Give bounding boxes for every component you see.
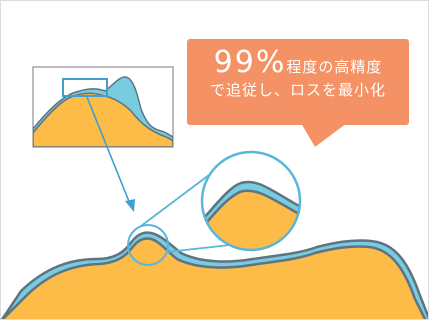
callout-text: 99%程度の高精度 で追従し、ロスを最小化 [193, 45, 403, 100]
thumbnail-focus-box [62, 78, 108, 97]
zoom-arrow [86, 96, 135, 212]
callout-bubble [187, 39, 409, 147]
main-chart [1, 224, 428, 319]
magnifier-lens [200, 150, 302, 252]
callout-percent: 99% [213, 45, 287, 80]
callout-line1-suffix: 程度の高精度 [286, 58, 383, 76]
thumbnail-orange-curve [33, 92, 173, 147]
main-orange-area [1, 237, 427, 319]
small-focus-circle [127, 224, 169, 266]
thumbnail-chart [32, 66, 174, 148]
callout-line2: で追従し、ロスを最小化 [209, 81, 386, 99]
lens-connectors [140, 174, 231, 253]
lens-ring [200, 150, 302, 252]
